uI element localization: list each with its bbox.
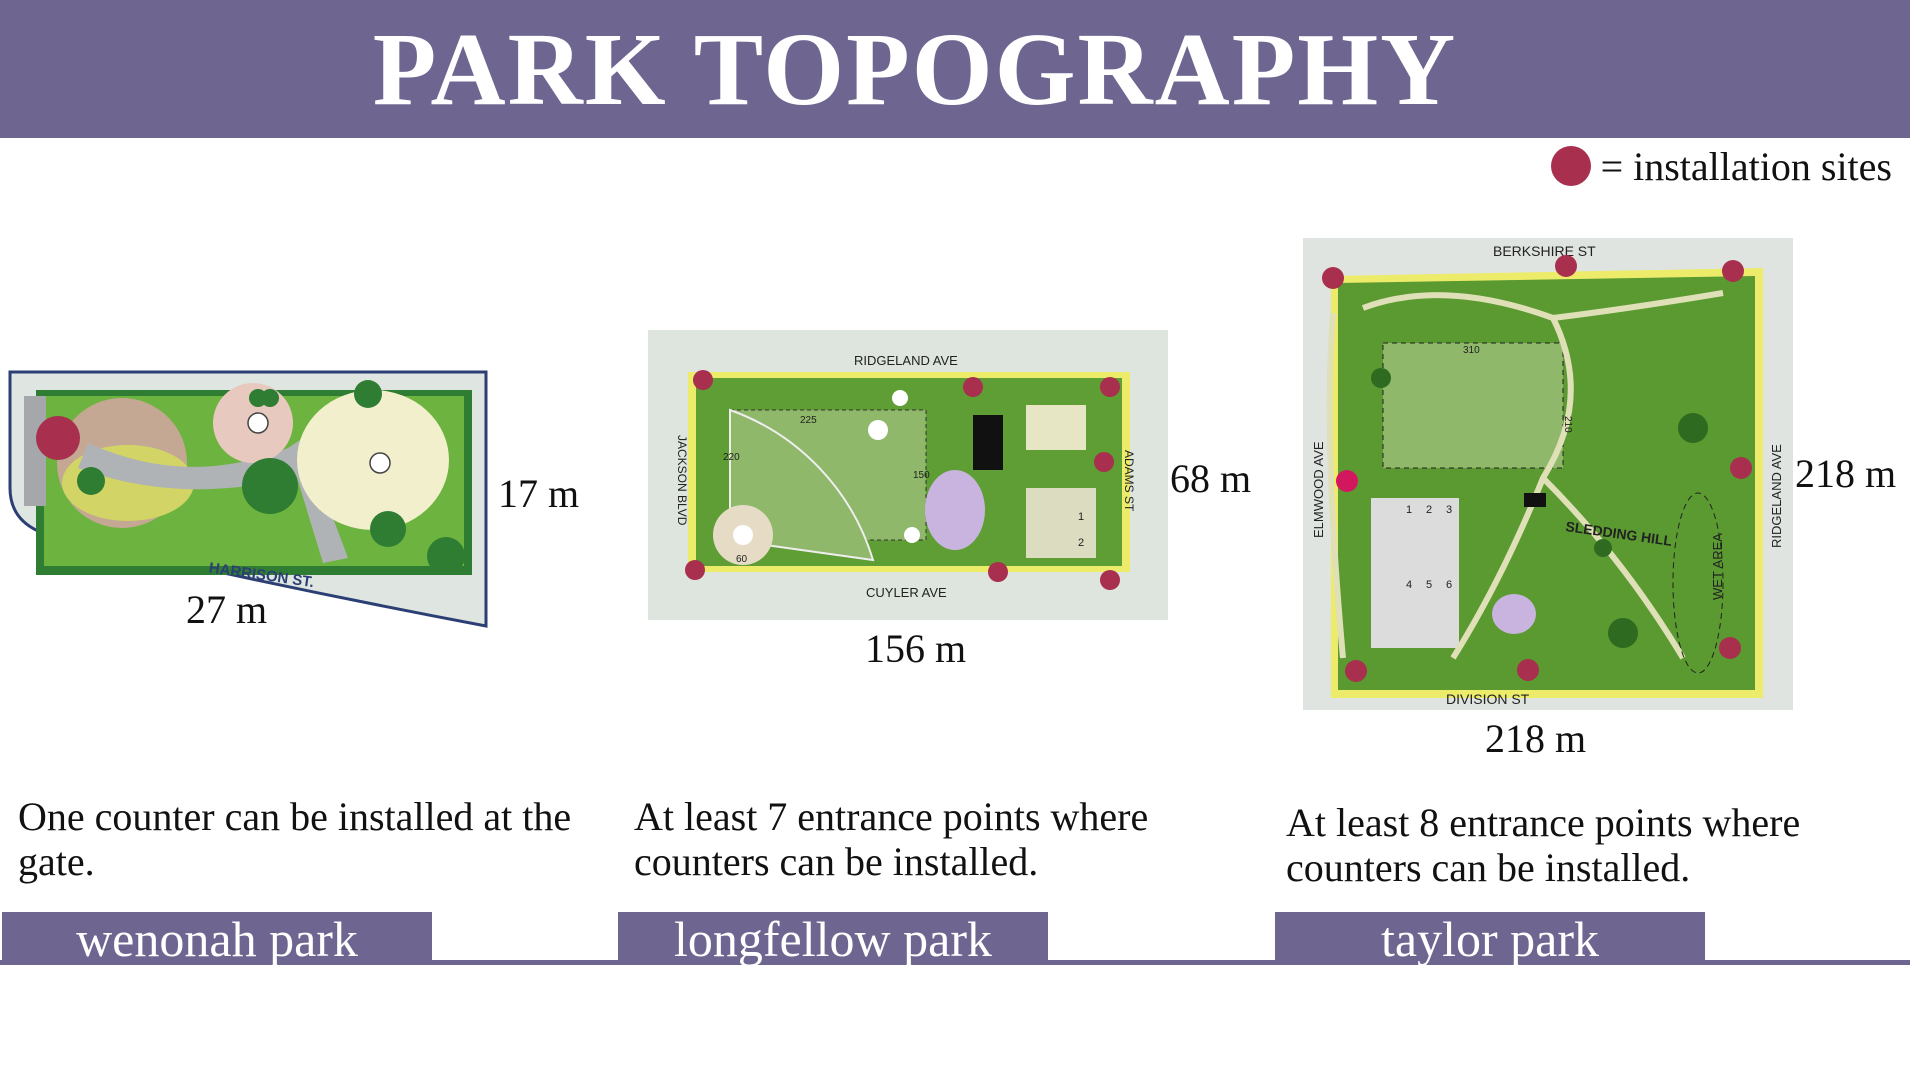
longfellow-width-label: 156 m: [865, 626, 967, 671]
installation-site-marker: [1100, 570, 1120, 590]
wenonah-park-tab: wenonah park: [2, 911, 432, 967]
installation-site-marker: [988, 562, 1008, 582]
longfellow-height-label: 68 m: [1170, 456, 1252, 501]
title-banner: [0, 0, 1910, 138]
installation-site-marker: [685, 560, 705, 580]
street-label-ridgeland: RIDGELAND AVE: [1769, 444, 1784, 548]
field-label-310: 310: [1463, 345, 1480, 356]
installation-site-markers: [685, 370, 1120, 590]
installation-site-marker: [963, 377, 983, 397]
installation-site-markers: [1322, 255, 1752, 682]
field-label-220: 220: [723, 452, 740, 463]
street-label-berkshire: BERKSHIRE ST: [1493, 243, 1596, 259]
wenonah-park-map: HARRISON ST.: [8, 370, 488, 628]
street-label-adams: ADAMS ST: [1122, 450, 1136, 512]
taylor-park-map: BERKSHIRE ST DIVISION ST ELMWOOD AVE RID…: [1303, 238, 1793, 710]
taylor-park-tab: taylor park: [1275, 911, 1705, 967]
field-label-60: 60: [736, 554, 748, 565]
court-label-1: 1: [1406, 504, 1412, 516]
field-label-225: 225: [800, 415, 817, 426]
taylor-width-label: 218 m: [1485, 716, 1587, 761]
installation-site-marker: [1719, 637, 1741, 659]
installation-site-marker-icon: [1550, 146, 1591, 186]
installation-site-marker: [1555, 255, 1577, 277]
installation-site-marker: [1517, 659, 1539, 681]
installation-site-marker: [1345, 660, 1367, 682]
page-title: PARK TOPOGRAPHY: [372, 11, 1458, 127]
longfellow-park-tab: longfellow park: [618, 911, 1048, 967]
street-label-division: DIVISION ST: [1446, 691, 1530, 707]
court-label-3: 3: [1446, 504, 1452, 516]
field-label-150: 150: [913, 470, 930, 481]
legend-label: = installation sites: [1600, 143, 1892, 189]
court-label-5: 5: [1426, 579, 1432, 591]
street-label-jackson: JACKSON BLVD: [675, 435, 689, 526]
installation-site-marker: [693, 370, 713, 390]
installation-site-marker: [1322, 267, 1344, 289]
field-label-210: 210: [1562, 416, 1573, 433]
installation-site-marker: [36, 416, 80, 460]
street-label-ridgeland: RIDGELAND AVE: [854, 353, 958, 368]
area-label-wet-area: WET AREA: [1710, 533, 1725, 600]
court-label-2: 2: [1078, 537, 1084, 549]
installation-site-marker: [1336, 470, 1358, 492]
court-label-4: 4: [1406, 579, 1412, 591]
taylor-height-label: 218 m: [1795, 451, 1897, 496]
taylor-description: At least 8 entrance points where counter…: [1286, 800, 1801, 890]
street-label-elmwood: ELMWOOD AVE: [1311, 441, 1326, 538]
longfellow-description: At least 7 entrance points where counter…: [634, 794, 1149, 884]
wenonah-description: One counter can be installed at the gate…: [18, 794, 572, 884]
installation-site-marker: [1730, 457, 1752, 479]
installation-site-marker: [1722, 260, 1744, 282]
court-label-6: 6: [1446, 579, 1452, 591]
longfellow-park-map: RIDGELAND AVE CUYLER AVE JACKSON BLVD AD…: [648, 330, 1168, 620]
wenonah-width-label: 27 m: [186, 587, 268, 632]
court-label-2: 2: [1426, 504, 1432, 516]
street-label-cuyler: CUYLER AVE: [866, 585, 947, 600]
wenonah-height-label: 17 m: [498, 471, 580, 516]
legend: = installation sites: [1550, 143, 1892, 189]
court-label-1: 1: [1078, 511, 1084, 523]
installation-site-marker: [1100, 377, 1120, 397]
installation-site-marker: [1094, 452, 1114, 472]
